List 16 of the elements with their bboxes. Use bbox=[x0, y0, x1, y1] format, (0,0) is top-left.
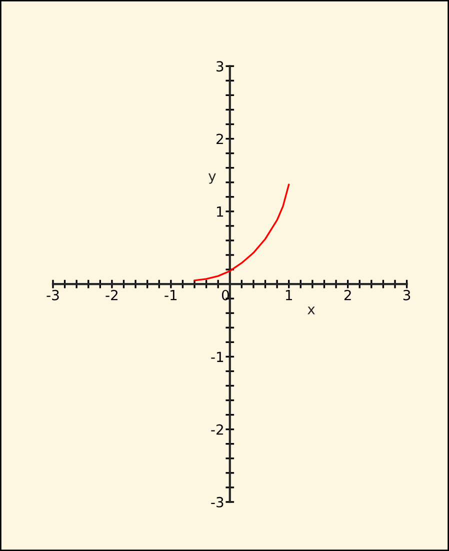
y-axis-title: y bbox=[208, 173, 216, 184]
x-tick-label: 0 bbox=[222, 290, 229, 300]
x-tick-label: -1 bbox=[164, 290, 177, 300]
x-tick-label: -2 bbox=[106, 290, 118, 300]
y-tick-label: -2 bbox=[211, 424, 223, 435]
y-tick-label: -1 bbox=[211, 352, 224, 362]
x-axis-title: x bbox=[308, 306, 315, 314]
y-tick-label: 2 bbox=[216, 134, 223, 144]
x-tick-label: 3 bbox=[403, 290, 410, 300]
line-series bbox=[194, 184, 290, 282]
y-tick-label: 1 bbox=[217, 206, 224, 217]
x-tick-label: 2 bbox=[344, 290, 351, 300]
x-tick-label: 1 bbox=[286, 290, 292, 300]
x-tick-label: -3 bbox=[46, 290, 59, 300]
y-tick-label: -3 bbox=[211, 496, 224, 508]
y-tick-label: 3 bbox=[216, 61, 224, 72]
